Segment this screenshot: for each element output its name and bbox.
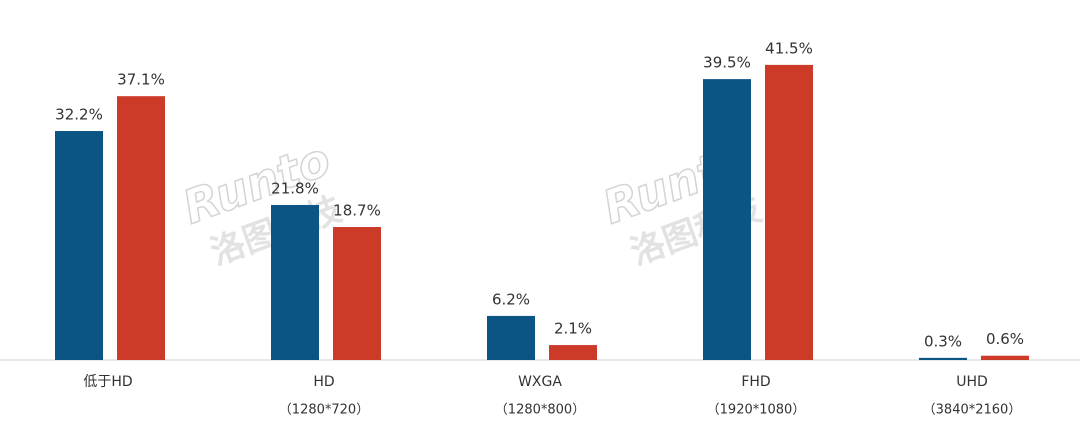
x-tick-label: WXGA [518, 374, 562, 390]
value-label: 18.7% [333, 202, 381, 220]
bar [117, 96, 165, 360]
x-tick-label: 低于HD [83, 374, 132, 390]
value-label: 41.5% [765, 39, 813, 57]
bar [271, 204, 319, 360]
x-tick-note: （3840*2160） [923, 403, 1022, 418]
value-label: 37.1% [117, 71, 165, 89]
value-label: 6.2% [492, 290, 530, 308]
value-label: 0.3% [924, 332, 962, 350]
bar [333, 227, 381, 360]
x-tick-note: （1920*1080） [707, 403, 806, 418]
x-tick-label: FHD [741, 374, 770, 390]
value-label: 32.2% [55, 106, 103, 124]
x-tick-label: UHD [956, 374, 988, 390]
bar [487, 315, 535, 360]
value-label: 0.6% [986, 330, 1024, 348]
x-tick-note: （1280*800） [495, 403, 585, 418]
bar [549, 345, 597, 360]
value-label: 2.1% [554, 320, 592, 338]
value-label: 39.5% [703, 54, 751, 72]
watermark: Runto 洛图科技 [175, 131, 347, 273]
bar [919, 357, 967, 360]
value-label: 21.8% [271, 179, 319, 197]
x-tick-label: HD [313, 374, 334, 390]
bar [765, 64, 813, 360]
x-tick-note: （1280*720） [279, 403, 369, 418]
bar [981, 355, 1029, 360]
bar [703, 79, 751, 360]
bar [55, 131, 103, 360]
